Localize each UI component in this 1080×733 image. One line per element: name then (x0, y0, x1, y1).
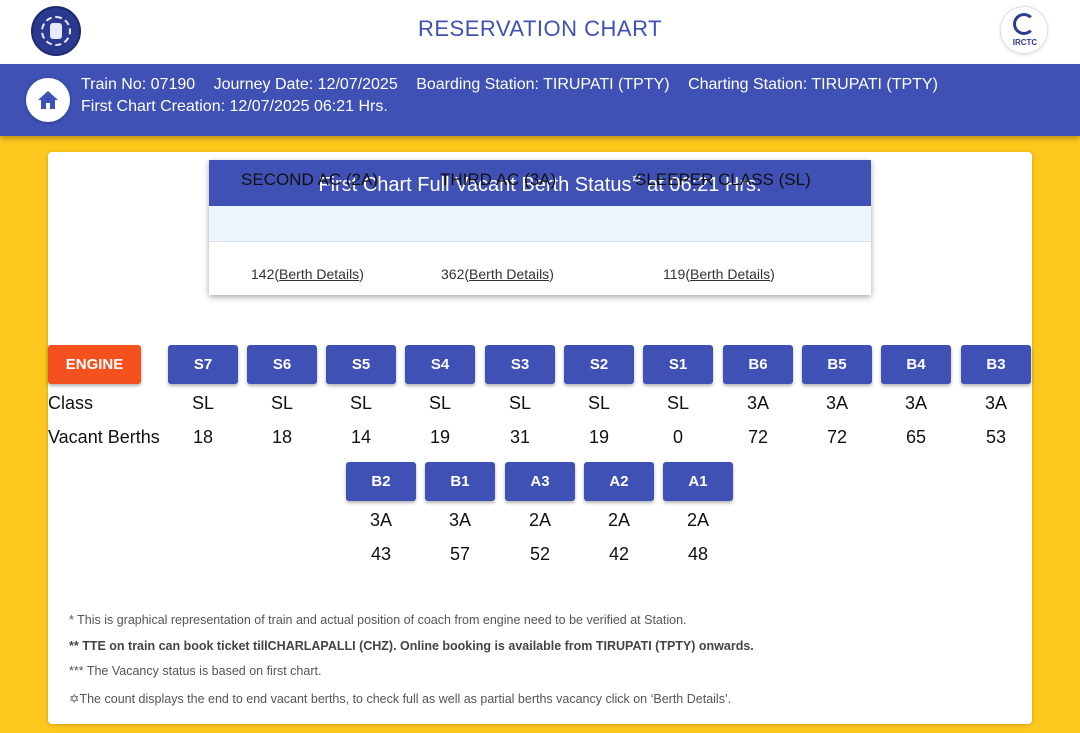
train-number: Train No: 07190 (81, 76, 196, 93)
coach-s3[interactable]: S3 (485, 345, 555, 384)
coach-s5[interactable]: S5 (326, 345, 396, 384)
coach-a2[interactable]: A2 (584, 462, 654, 501)
col-header-2a: SECOND AC (2A) (241, 170, 378, 189)
coach-class: SL (508, 393, 532, 413)
coach-class: 3A (369, 510, 393, 530)
chart-card: First Chart Full Vacant Berth Status✡ at… (48, 152, 1032, 724)
coach-vacant: 14 (350, 427, 372, 447)
charting-station: Charting Station: TIRUPATI (TPTY) (688, 76, 938, 93)
home-button[interactable] (26, 78, 70, 122)
count-2a-value: 142 (251, 266, 275, 282)
coach-vacant: 19 (588, 427, 610, 447)
coach-class: 3A (746, 393, 770, 413)
berth-details-link-2a[interactable]: Berth Details (279, 266, 360, 282)
col-header-sl: SLEEPER CLASS (SL) (635, 170, 811, 189)
note-2: ** TTE on train can book ticket tillCHAR… (69, 639, 754, 653)
coach-vacant: 19 (429, 427, 451, 447)
count-3a: 362(Berth Details) (441, 266, 554, 282)
irctc-logo-label: IRCTC (1012, 38, 1038, 47)
coach-vacant: 43 (370, 544, 392, 564)
coach-class: 2A (528, 510, 552, 530)
status-title-time: at 06:21 Hrs. (641, 174, 762, 196)
col-header-3a: THIRD AC (3A) (440, 170, 557, 189)
count-sl-value: 119 (663, 266, 686, 282)
coach-s2[interactable]: S2 (564, 345, 634, 384)
home-icon (38, 91, 58, 109)
journey-date: Journey Date: 12/07/2025 (213, 76, 398, 93)
coach-class: SL (349, 393, 373, 413)
coach-class: SL (428, 393, 452, 413)
coach-s4[interactable]: S4 (405, 345, 475, 384)
coach-vacant: 0 (672, 427, 683, 447)
vacant-row-label: Vacant Berths (48, 427, 160, 447)
coach-vacant: 42 (608, 544, 630, 564)
coach-a1[interactable]: A1 (663, 462, 733, 501)
train-info-bar: Train No: 07190 Journey Date: 12/07/2025… (0, 64, 1080, 136)
note-4: ✡The count displays the end to end vacan… (69, 692, 732, 706)
star-icon: ✡ (631, 172, 642, 186)
irctc-logo: IRCTC (1000, 6, 1048, 54)
vacant-berth-status: First Chart Full Vacant Berth Status✡ at… (209, 160, 871, 295)
class-row-label: Class (48, 393, 94, 413)
coach-s7[interactable]: S7 (168, 345, 238, 384)
coach-class: SL (666, 393, 690, 413)
coach-class: 2A (607, 510, 631, 530)
coach-s1[interactable]: S1 (643, 345, 713, 384)
coach-b5[interactable]: B5 (802, 345, 872, 384)
coach-vacant: 48 (687, 544, 709, 564)
indian-railways-logo (31, 6, 81, 56)
coach-class: SL (587, 393, 611, 413)
chart-creation: First Chart Creation: 12/07/2025 06:21 H… (81, 98, 388, 115)
engine-coach: ENGINE (48, 345, 141, 384)
boarding-station: Boarding Station: TIRUPATI (TPTY) (416, 76, 670, 93)
coach-class: 3A (984, 393, 1008, 413)
note-1: * This is graphical representation of tr… (69, 613, 687, 627)
coach-vacant: 65 (905, 427, 927, 447)
coach-b6[interactable]: B6 (723, 345, 793, 384)
note-3: *** The Vacancy status is based on first… (69, 664, 322, 678)
count-sl: 119(Berth Details) (663, 266, 775, 282)
coach-b2[interactable]: B2 (346, 462, 416, 501)
top-bar: RESERVATION CHART IRCTC (0, 0, 1080, 64)
berth-details-link-3a[interactable]: Berth Details (469, 266, 550, 282)
train-info-line: Train No: 07190 Journey Date: 12/07/2025… (81, 76, 952, 94)
coach-class: SL (270, 393, 294, 413)
coach-b4[interactable]: B4 (881, 345, 951, 384)
berth-details-link-sl[interactable]: Berth Details (690, 266, 771, 282)
coach-vacant: 53 (985, 427, 1007, 447)
page-title: RESERVATION CHART (417, 16, 663, 41)
coach-class: 3A (448, 510, 472, 530)
coach-class: SL (191, 393, 215, 413)
coach-vacant: 72 (826, 427, 848, 447)
coach-class: 3A (825, 393, 849, 413)
coach-vacant: 72 (747, 427, 769, 447)
coach-class: 2A (686, 510, 710, 530)
coach-vacant: 31 (509, 427, 531, 447)
coach-a3[interactable]: A3 (505, 462, 575, 501)
coach-vacant: 18 (192, 427, 214, 447)
coach-vacant: 52 (529, 544, 551, 564)
status-title: First Chart Full Vacant Berth Status✡ at… (209, 160, 871, 206)
count-2a: 142(Berth Details) (251, 266, 364, 282)
coach-vacant: 18 (271, 427, 293, 447)
coach-b3[interactable]: B3 (961, 345, 1031, 384)
coach-vacant: 57 (449, 544, 471, 564)
coach-b1[interactable]: B1 (425, 462, 495, 501)
coach-class: 3A (904, 393, 928, 413)
status-title-text: First Chart Full Vacant Berth Status (318, 174, 632, 196)
coach-s6[interactable]: S6 (247, 345, 317, 384)
status-header-row (209, 206, 871, 242)
count-3a-value: 362 (441, 266, 465, 282)
